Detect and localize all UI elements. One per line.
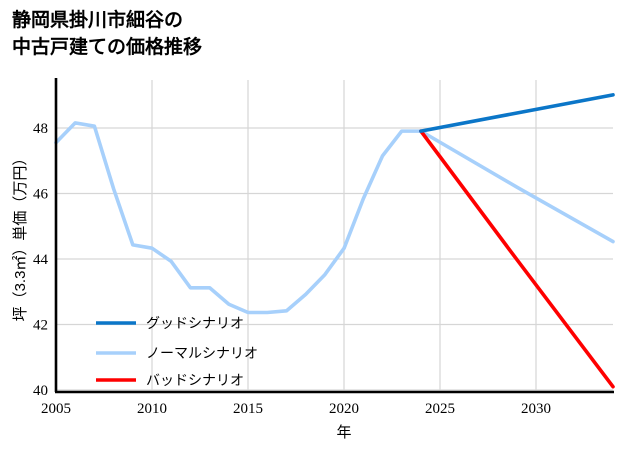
x-tick-label-3: 2020 (329, 401, 359, 417)
x-tick-label-4: 2025 (425, 401, 455, 417)
y-tick-label-3: 46 (33, 187, 49, 203)
legend-label-bad[interactable]: バッドシナリオ (146, 372, 244, 388)
y-tick-label-4: 48 (33, 121, 48, 137)
chart-title-line-2: 中古戸建ての価格推移 (12, 36, 203, 58)
chart-legend: グッドシナリオ ノーマルシナリオ バッドシナリオ (96, 315, 258, 388)
x-tick-label-1: 2010 (137, 401, 167, 417)
x-tick-label-5: 2030 (521, 401, 551, 417)
series-line-bad (419, 129, 615, 389)
x-tick-label-0: 2005 (41, 401, 71, 417)
y-axis-tick-labels: 48 46 44 42 40 (33, 121, 49, 399)
legend-label-good[interactable]: グッドシナリオ (146, 315, 244, 331)
legend-label-normal[interactable]: ノーマルシナリオ (146, 345, 258, 361)
series-line-normal (54, 121, 615, 315)
y-tick-label-0: 40 (33, 383, 48, 399)
chart-title-line-1: 静岡県掛川市細谷の (12, 10, 184, 31)
series-line-good (419, 93, 615, 133)
y-axis-title: 坪（3.3㎡）単価（万円） (12, 151, 29, 322)
series-group (54, 93, 615, 389)
y-tick-label-2: 44 (33, 252, 49, 268)
x-axis-title: 年 (336, 424, 351, 441)
chart-title: 静岡県掛川市細谷の 中古戸建ての価格推移 (12, 8, 202, 62)
y-tick-label-1: 42 (33, 318, 48, 334)
x-tick-label-2: 2015 (233, 401, 263, 417)
x-axis-tick-labels: 2005 2010 2015 2020 2025 2030 (41, 401, 551, 417)
